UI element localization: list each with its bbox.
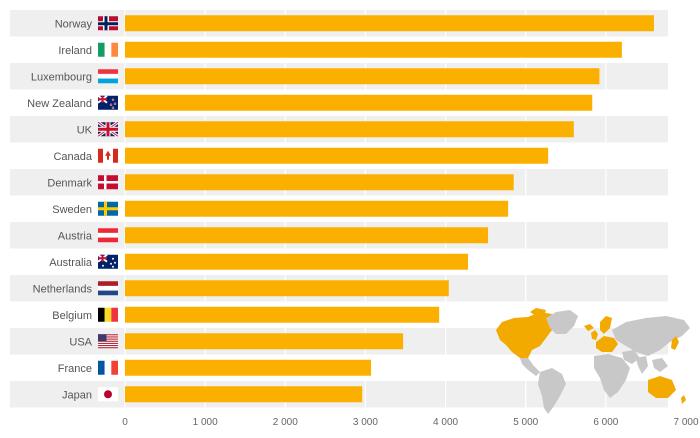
category-label: Austria	[58, 230, 93, 242]
austria-flag-icon	[98, 228, 118, 243]
uk-flag-icon	[97, 121, 119, 138]
norway-flag-icon	[98, 16, 118, 31]
world-map-icon	[496, 308, 690, 414]
bar-australia	[125, 253, 469, 270]
category-label: Japan	[62, 389, 92, 401]
x-tick-label: 3 000	[353, 417, 378, 428]
category-label: Norway	[55, 18, 93, 30]
ireland-flag-icon	[98, 42, 118, 57]
bar-denmark	[125, 174, 514, 191]
canada-flag-icon	[98, 148, 118, 163]
bar-sweden	[125, 200, 509, 217]
luxembourg-flag-icon	[98, 69, 118, 84]
belgium-flag-icon	[98, 307, 118, 322]
bar-new-zealand	[125, 94, 593, 111]
category-label: UK	[77, 124, 93, 136]
x-tick-label: 7 000	[673, 417, 698, 428]
x-tick-label: 4 000	[433, 417, 458, 428]
new-zealand-flag-icon	[97, 94, 118, 110]
category-label: New Zealand	[27, 98, 92, 110]
category-labels: Norway Ireland Luxembourg New Zealand UK Cana…	[27, 18, 93, 401]
x-axis-ticks: 0 1 000 2 000 3 000 4 000 5 000 6 000 7 000	[122, 417, 699, 428]
category-label: USA	[69, 336, 92, 348]
category-label: Luxembourg	[31, 71, 92, 83]
x-tick-label: 6 000	[593, 417, 618, 428]
sweden-flag-icon	[98, 201, 118, 216]
france-flag-icon	[98, 360, 118, 375]
x-tick-label: 0	[122, 417, 128, 428]
category-label: France	[58, 363, 92, 375]
bar-netherlands	[125, 280, 449, 297]
bar-norway	[125, 15, 654, 32]
bar-canada	[125, 147, 549, 164]
denmark-flag-icon	[98, 175, 118, 190]
x-tick-label: 5 000	[513, 417, 538, 428]
bar-ireland	[125, 41, 622, 58]
category-label: Denmark	[47, 177, 92, 189]
japan-flag-icon	[98, 387, 118, 402]
category-label: Ireland	[58, 45, 92, 57]
bar-usa	[125, 333, 404, 350]
flags	[97, 16, 119, 402]
netherlands-flag-icon	[98, 281, 118, 296]
bar-france	[125, 359, 372, 376]
usa-flag-icon	[98, 334, 118, 349]
category-label: Belgium	[52, 310, 92, 322]
category-label: Netherlands	[33, 283, 93, 295]
bar-luxembourg	[125, 68, 600, 85]
bar-japan	[125, 386, 363, 403]
australia-flag-icon	[97, 253, 118, 269]
x-tick-label: 2 000	[273, 417, 298, 428]
bars	[125, 15, 654, 403]
category-label: Australia	[49, 257, 93, 269]
x-tick-label: 1 000	[193, 417, 218, 428]
bar-austria	[125, 227, 489, 244]
bar-uk	[125, 121, 574, 138]
bar-belgium	[125, 306, 440, 323]
category-label: Sweden	[52, 204, 92, 216]
category-label: Canada	[53, 151, 92, 163]
